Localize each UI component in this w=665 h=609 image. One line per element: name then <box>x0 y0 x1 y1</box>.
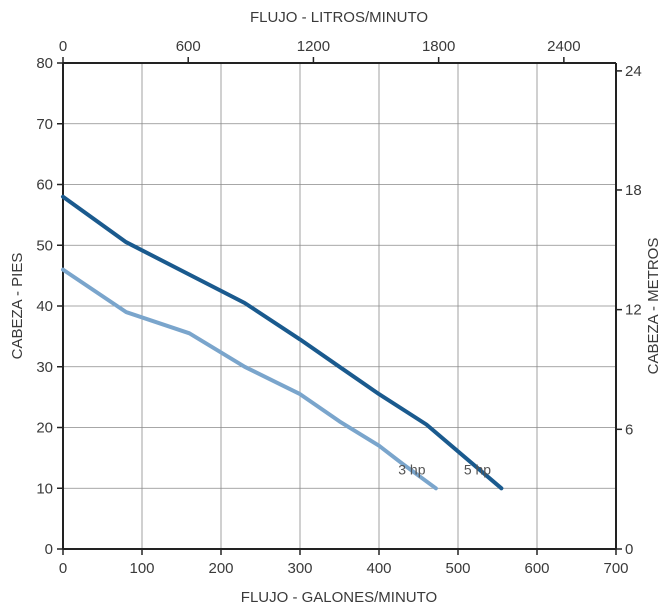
x-top-tick-label: 2400 <box>547 38 580 55</box>
x-tick-label: 600 <box>524 560 549 577</box>
x-tick-label: 700 <box>603 560 628 577</box>
y-tick-label: 80 <box>36 55 53 72</box>
x-top-tick-label: 600 <box>176 38 201 55</box>
x-top-tick-label: 1200 <box>297 38 330 55</box>
x-tick-label: 300 <box>287 560 312 577</box>
x-tick-label: 100 <box>129 560 154 577</box>
x-tick-label: 500 <box>445 560 470 577</box>
series-line-3-hp <box>61 267 438 491</box>
y-tick-label: 50 <box>36 237 53 254</box>
x-tick-label: 0 <box>59 560 67 577</box>
series-line-5-hp <box>61 194 504 491</box>
y-right-tick-label: 0 <box>625 541 633 558</box>
x-top-axis-title: FLUJO - LITROS/MINUTO <box>250 9 428 26</box>
y-tick-label: 70 <box>36 116 53 133</box>
x-top-tick-label: 1800 <box>422 38 455 55</box>
series-label-3-hp: 3 hp <box>398 461 425 477</box>
y-right-axis-title: CABEZA - METROS <box>645 238 662 375</box>
y-right-tick-label: 18 <box>625 182 642 199</box>
y-right-tick-label: 6 <box>625 421 633 438</box>
y-tick-label: 30 <box>36 359 53 376</box>
y-tick-label: 60 <box>36 177 53 194</box>
ticks: 0 100 200 300 400 500 600 700010203040506070800… <box>36 38 641 577</box>
y-tick-label: 20 <box>36 420 53 437</box>
y-tick-label: 40 <box>36 298 53 315</box>
y-tick-label: 0 <box>45 541 53 558</box>
series-label-5-hp: 5 hp <box>464 461 491 477</box>
y-tick-label: 10 <box>36 480 53 497</box>
x-tick-label: 200 <box>208 560 233 577</box>
x-axis-title: FLUJO - GALONES/MINUTO <box>241 589 437 606</box>
series-labels: 5 hp 3 hp <box>398 461 491 477</box>
y-right-tick-label: 24 <box>625 63 642 80</box>
x-top-tick-label: 0 <box>59 38 67 55</box>
grid <box>63 63 616 549</box>
y-axis-title: CABEZA - PIES <box>9 253 26 360</box>
x-tick-label: 400 <box>366 560 391 577</box>
series <box>61 194 504 491</box>
y-right-tick-label: 12 <box>625 302 642 319</box>
